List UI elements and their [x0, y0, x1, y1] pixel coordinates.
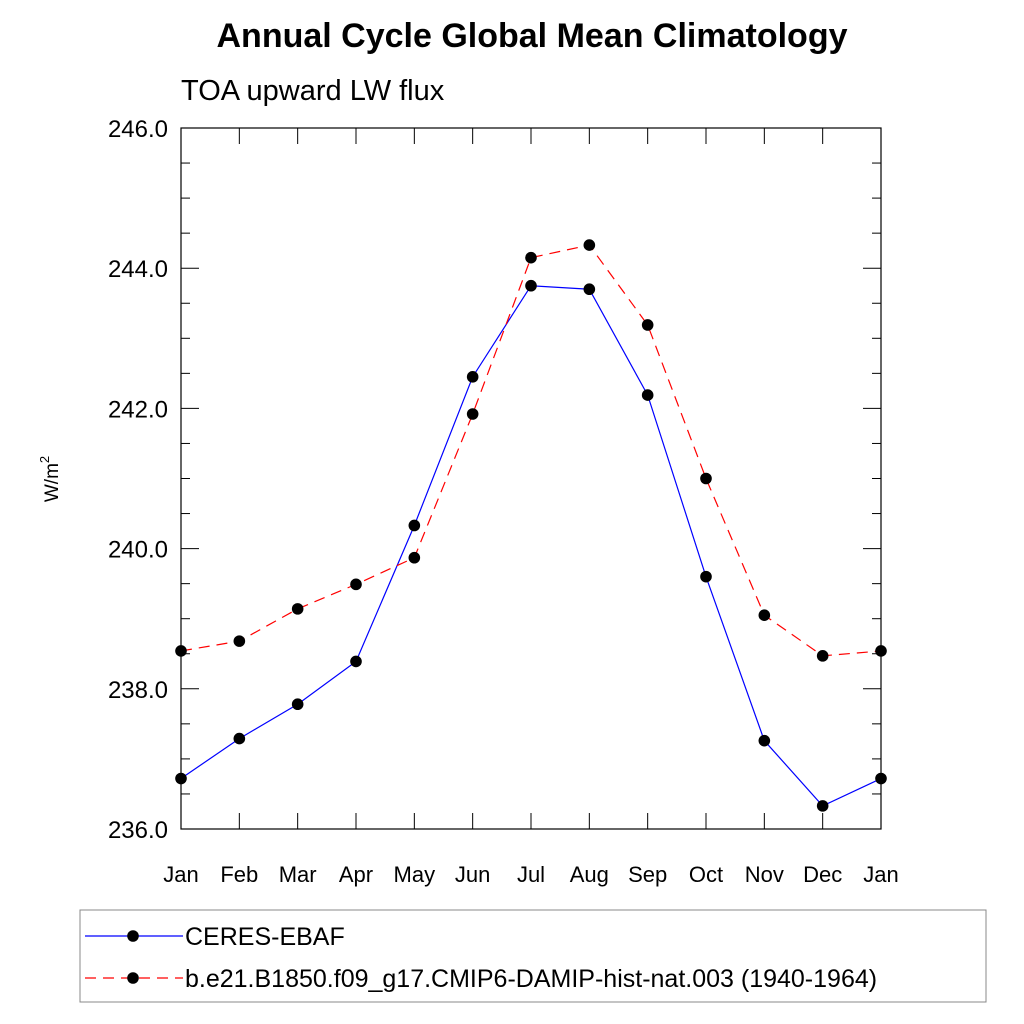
data-point — [758, 734, 771, 747]
data-point — [583, 239, 596, 251]
data-point — [175, 645, 187, 657]
data-point — [408, 551, 421, 564]
data-point — [466, 371, 479, 383]
series-0 — [175, 279, 887, 812]
legend-marker — [127, 972, 139, 984]
y-tick-label: 240.0 — [108, 537, 168, 564]
legend-item: CERES-EBAF — [85, 923, 345, 951]
y-axis-label: W/m2 — [37, 456, 63, 502]
data-point — [233, 732, 246, 745]
x-tick-label: Jun — [455, 862, 490, 887]
x-tick-label: Aug — [570, 862, 609, 887]
y-axis-label-text: W/m2 — [37, 456, 63, 502]
y-axis-label-superscript: 2 — [37, 456, 52, 463]
x-tick-label: Sep — [628, 862, 667, 887]
x-axis: Jan Feb Mar Apr May Jun Jul Aug Sep Oct Nov Dec Jan — [163, 128, 899, 887]
series-1 — [175, 239, 887, 662]
y-tick-label: 244.0 — [108, 256, 168, 283]
y-tick-label: 246.0 — [108, 116, 168, 143]
data-point — [641, 389, 654, 401]
x-tick-label: Jan — [163, 862, 198, 887]
data-point — [291, 603, 304, 615]
legend-marker — [127, 930, 139, 942]
data-point — [583, 283, 596, 296]
data-point — [466, 408, 479, 420]
x-tick-label: Nov — [745, 862, 784, 887]
data-point — [758, 609, 771, 621]
data-point — [175, 772, 187, 785]
series-layer — [175, 239, 887, 812]
data-point — [641, 319, 654, 331]
data-point — [875, 772, 887, 785]
x-tick-label: Mar — [279, 862, 317, 887]
data-point — [350, 578, 362, 591]
y-tick-label: 236.0 — [108, 817, 168, 844]
chart-title: Annual Cycle Global Mean Climatology — [217, 17, 848, 55]
x-tick-label: Dec — [803, 862, 842, 887]
legend-label: CERES-EBAF — [185, 923, 345, 951]
plot-border — [180, 127, 882, 830]
data-point — [700, 472, 712, 485]
data-point — [525, 251, 537, 264]
data-point — [233, 635, 246, 647]
data-point — [525, 279, 537, 292]
series-line — [180, 244, 882, 657]
x-tick-label: Apr — [339, 862, 373, 887]
data-point — [816, 650, 829, 662]
data-point — [700, 570, 712, 583]
legend-item: b.e21.B1850.f09_g17.CMIP6-DAMIP-hist-nat… — [85, 965, 877, 993]
data-point — [408, 519, 421, 532]
series-line — [180, 285, 882, 807]
data-point — [291, 698, 304, 711]
data-point — [875, 645, 887, 657]
x-tick-label: Jan — [863, 862, 898, 887]
y-axis: 236.0 238.0 240.0 242.0 244.0 246.0 — [108, 116, 881, 844]
x-tick-label: Feb — [220, 862, 258, 887]
y-tick-label: 238.0 — [108, 677, 168, 704]
x-tick-label: Oct — [689, 862, 723, 887]
y-axis-label-base: W/m — [42, 463, 63, 502]
legend-label: b.e21.B1850.f09_g17.CMIP6-DAMIP-hist-nat… — [185, 965, 877, 993]
plot-frame — [180, 127, 882, 830]
x-tick-label: May — [394, 862, 436, 887]
legend: CERES-EBAF b.e21.B1850.f09_g17.CMIP6-DAMI… — [79, 909, 987, 1003]
chart-subtitle: TOA upward LW flux — [181, 75, 445, 107]
legend-box — [79, 909, 987, 1003]
y-tick-label: 242.0 — [108, 396, 168, 423]
x-tick-label: Jul — [517, 862, 545, 887]
data-point — [350, 655, 362, 668]
data-point — [816, 800, 829, 812]
